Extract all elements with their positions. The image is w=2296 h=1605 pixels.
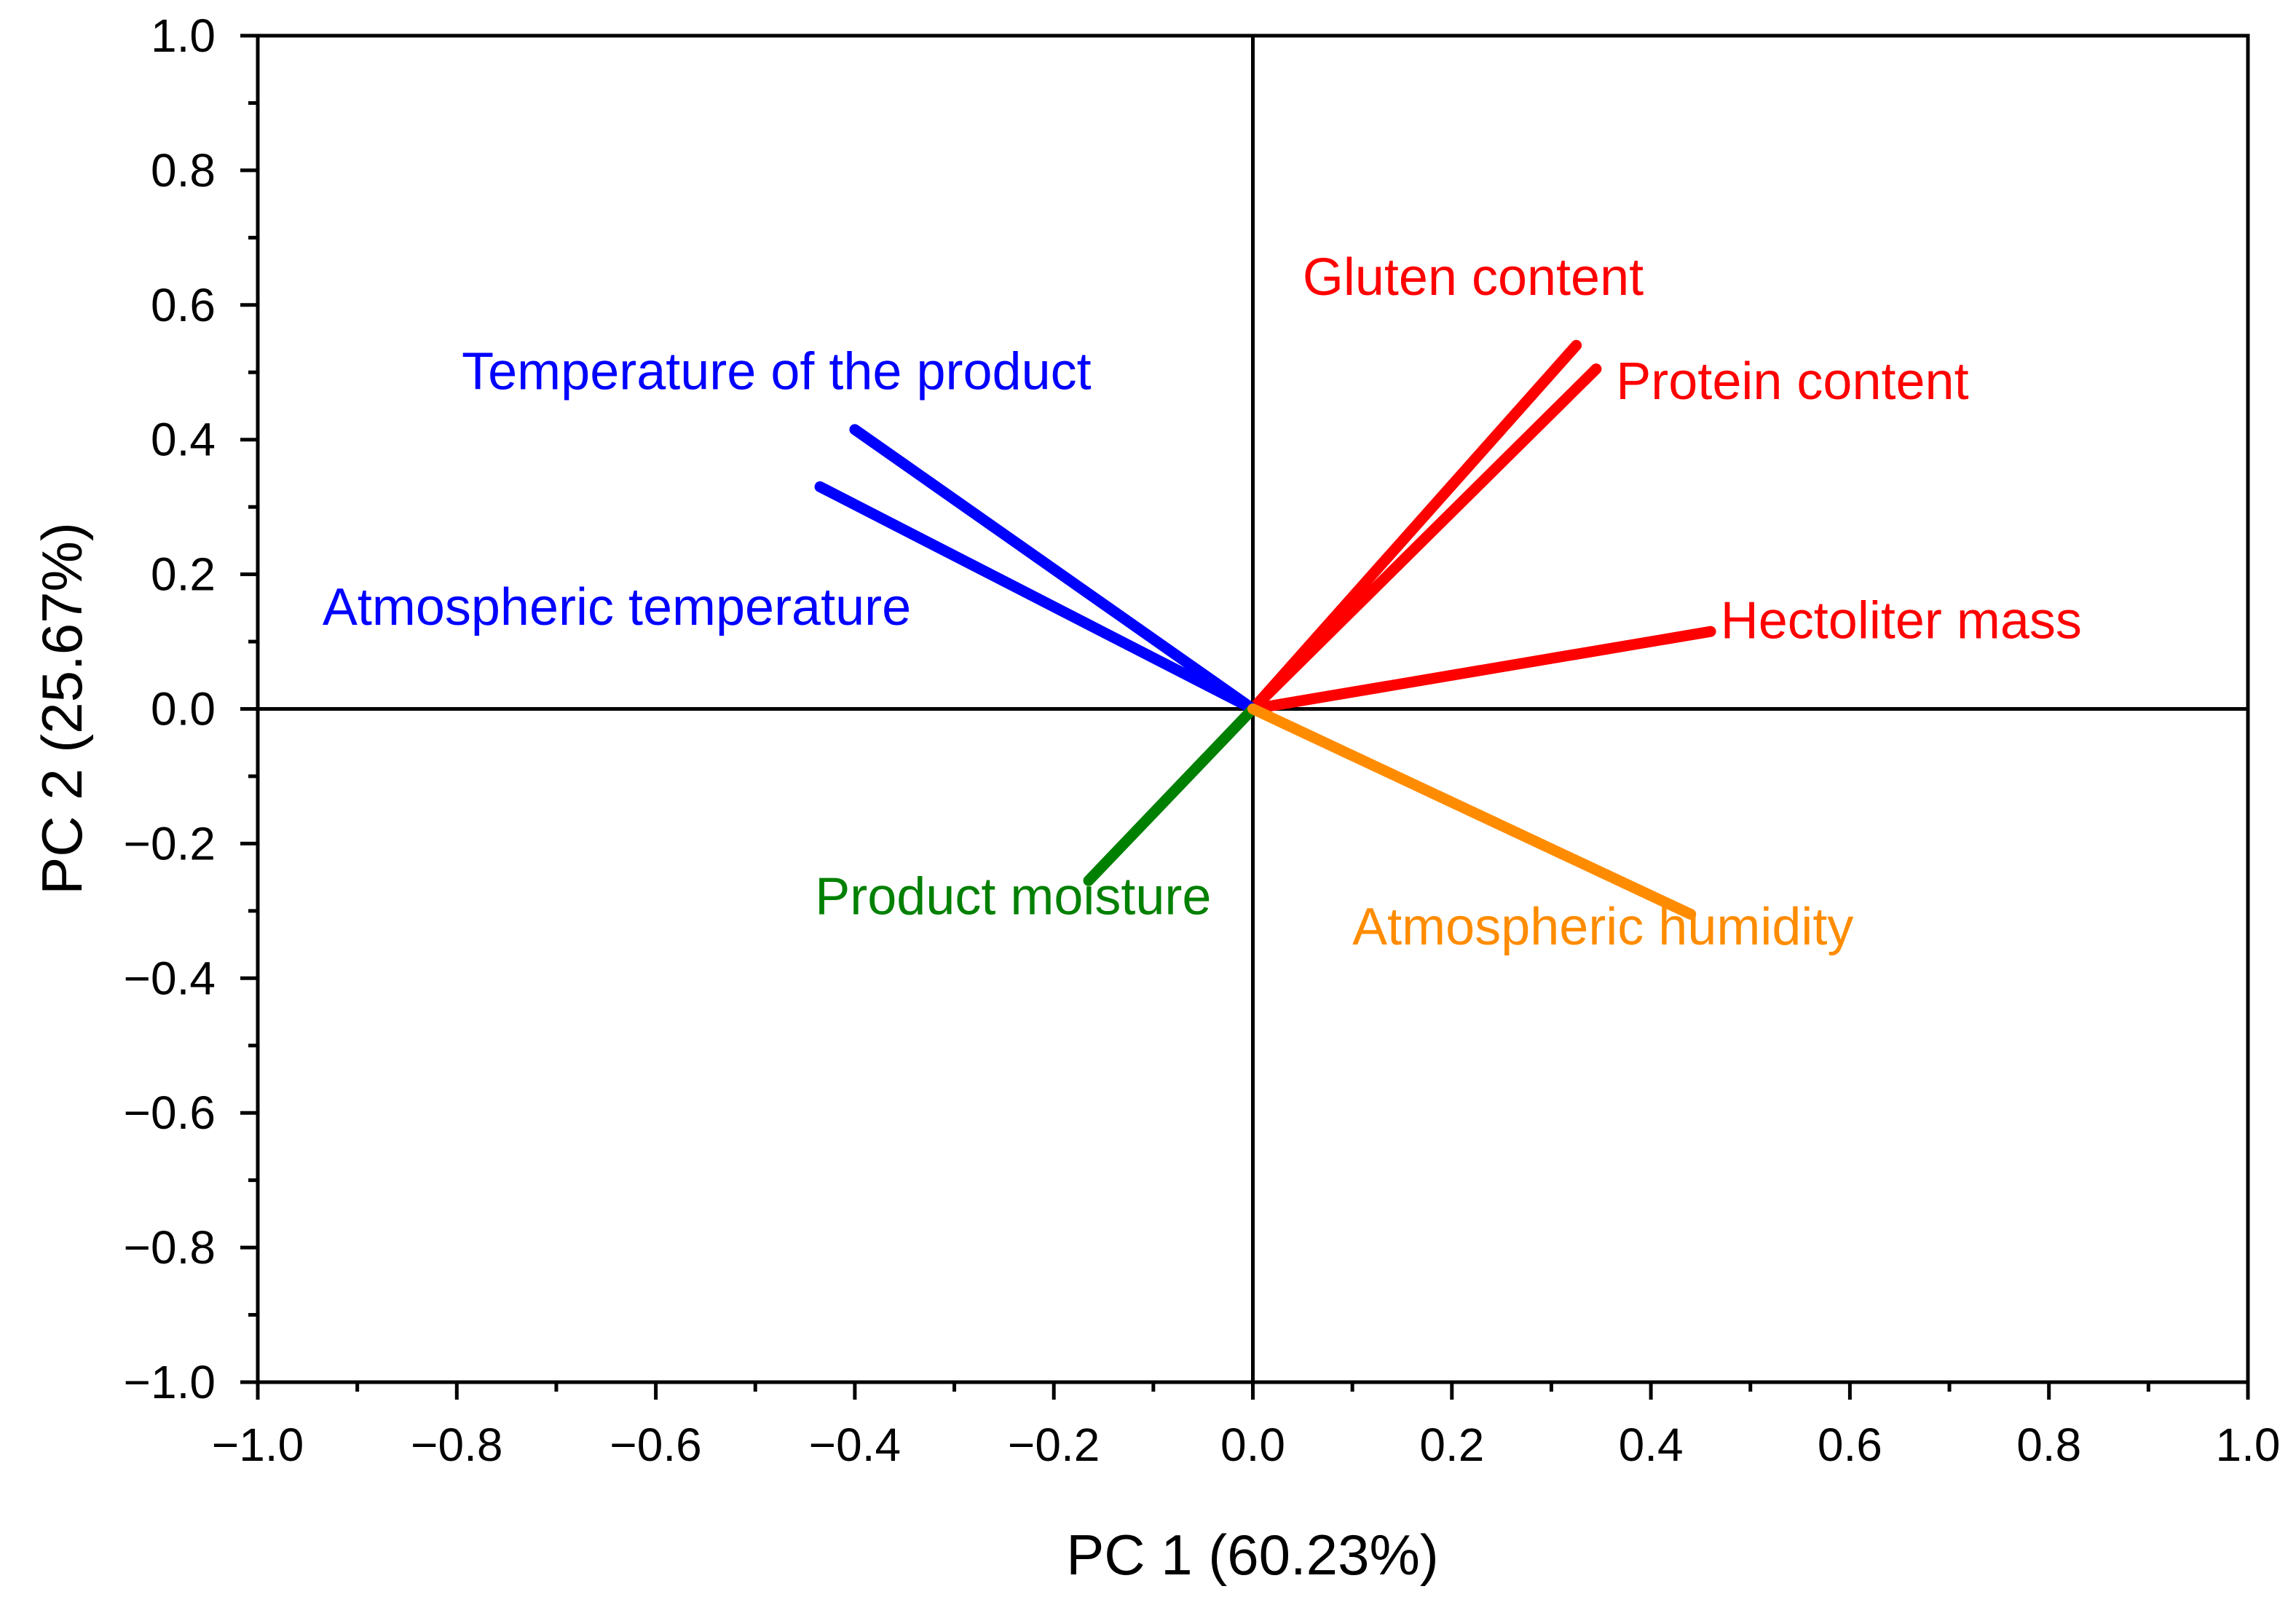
vector-hectoliter-mass xyxy=(1247,626,1716,714)
loading-vectors xyxy=(814,339,1716,920)
vector-atmospheric-humidity xyxy=(1247,703,1697,920)
x-tick-label: 0.0 xyxy=(1220,1419,1285,1471)
y-tick-label: −0.6 xyxy=(124,1087,216,1139)
x-tick-label: 0.6 xyxy=(1818,1419,1882,1471)
y-tick-label: −0.8 xyxy=(124,1221,216,1274)
vector-protein-content xyxy=(1247,363,1602,714)
x-tick-label: −0.8 xyxy=(411,1419,502,1471)
label-atmospheric-temperature: Atmospheric temperature xyxy=(323,578,911,636)
x-tick-label: 1.0 xyxy=(2216,1419,2281,1471)
label-atmospheric-humidity: Atmospheric humidity xyxy=(1352,898,1853,956)
x-tick-label: −0.2 xyxy=(1008,1419,1100,1471)
y-tick-label: −1.0 xyxy=(124,1356,216,1408)
x-tick-labels: −1.0 −0.8 −0.6 −0.4 −0.2 0.0 0.2 0.4 0.6 0.8 1.0 xyxy=(212,1419,2281,1471)
x-tick-label: 0.4 xyxy=(1619,1419,1684,1471)
y-tick-label: −0.4 xyxy=(124,952,216,1004)
x-tick-label: 0.2 xyxy=(1419,1419,1484,1471)
y-axis-title: PC 2 (25.67%) xyxy=(30,522,94,895)
y-tick-label: −0.2 xyxy=(124,817,216,869)
vector-product-moisture xyxy=(1083,703,1258,886)
x-tick-label: −1.0 xyxy=(212,1419,304,1471)
y-tick-label: 0.6 xyxy=(151,279,216,331)
label-gluten-content: Gluten content xyxy=(1303,248,1644,307)
y-tick-labels: −1.0 −0.8 −0.6 −0.4 −0.2 0.0 0.2 0.4 0.6 0.8 1.0 xyxy=(124,9,216,1408)
x-axis-title: PC 1 (60.23%) xyxy=(1066,1523,1439,1587)
y-tick-label: 0.4 xyxy=(151,414,216,466)
y-tick-label: 0.2 xyxy=(151,548,216,601)
y-tick-label: 0.0 xyxy=(151,683,216,736)
x-tick-label: −0.6 xyxy=(609,1419,701,1471)
x-tick-label: 0.8 xyxy=(2016,1419,2081,1471)
axis-ticks xyxy=(240,33,2250,1400)
vector-atmospheric-temperature xyxy=(814,481,1258,714)
y-tick-label: 1.0 xyxy=(151,9,216,62)
label-temperature-of-the-product: Temperature of the product xyxy=(462,342,1092,401)
x-tick-label: −0.4 xyxy=(809,1419,901,1471)
y-tick-label: 0.8 xyxy=(151,144,216,197)
label-product-moisture: Product moisture xyxy=(815,867,1211,926)
vector-temperature-of-the-product xyxy=(849,424,1258,714)
label-protein-content: Protein content xyxy=(1616,352,1968,411)
loading-labels: Gluten content Protein content Hectoliter … xyxy=(323,248,2082,956)
label-hectoliter-mass: Hectoliter mass xyxy=(1721,591,2082,650)
